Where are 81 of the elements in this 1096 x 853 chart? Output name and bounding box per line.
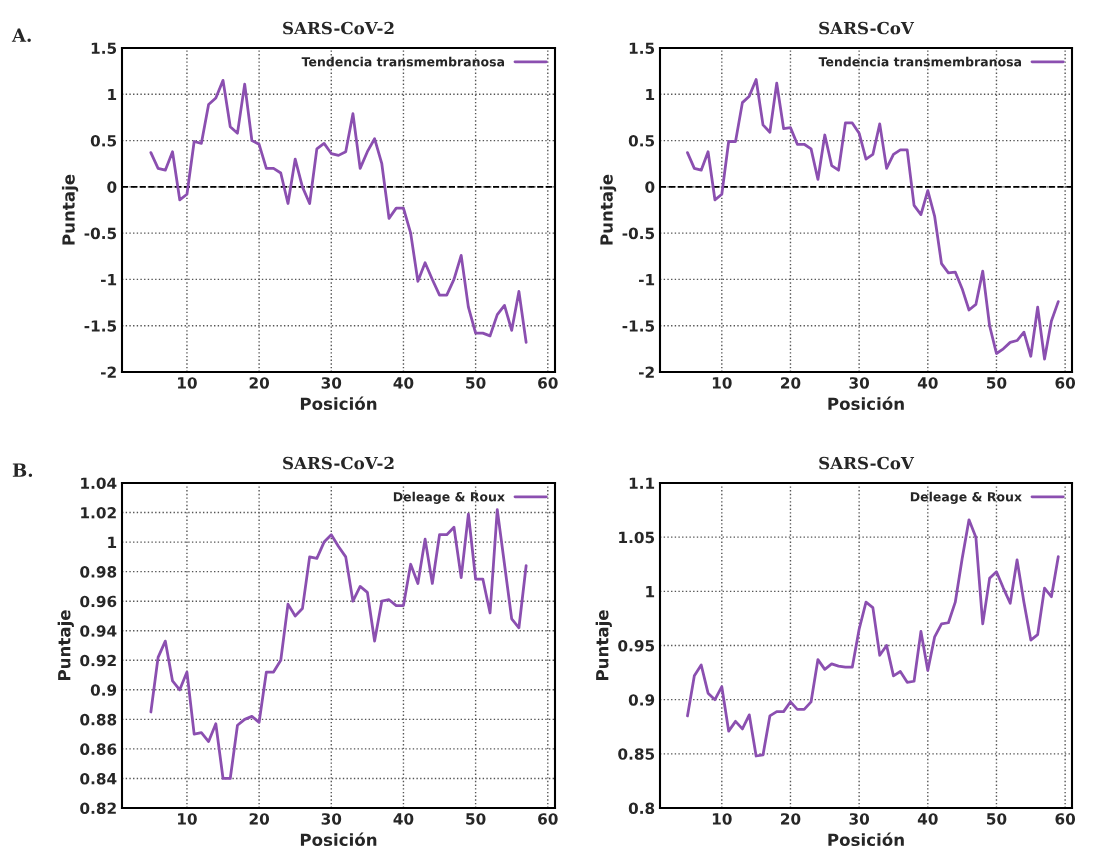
- y-tick-label: 1.5: [91, 42, 117, 55]
- text: A.: [11, 28, 31, 42]
- y-tick-label: 0.5: [90, 135, 117, 147]
- y-tick-label: 1.02: [81, 507, 116, 519]
- x-tick-label: 20: [781, 377, 801, 389]
- x-tick-label: 40: [393, 813, 414, 825]
- y-tick-label: -2: [639, 366, 654, 378]
- y-tick-label: 0.82: [80, 802, 116, 815]
- y-tick-label: -0.5: [622, 227, 655, 240]
- x-tick-label: 50: [987, 813, 1007, 825]
- x-tick-label: 60: [1055, 813, 1076, 825]
- legend-label: Deleage & Roux: [910, 491, 1022, 504]
- y-axis-title: Puntaje: [599, 174, 617, 245]
- y-axis-title: Puntaje: [61, 174, 79, 245]
- x-tick-label: 40: [917, 377, 938, 389]
- x-tick-label: 10: [178, 377, 197, 389]
- legend-label: Deleage & Roux: [393, 491, 505, 504]
- y-tick-label: -0.5: [84, 227, 117, 240]
- legend-label: Tendencia transmembranosa: [301, 56, 505, 67]
- x-tick-label: 30: [849, 377, 870, 389]
- chart-title: SARS-CoV: [819, 21, 915, 35]
- y-tick-label: 0.94: [80, 625, 117, 637]
- y-tick-label: 0.96: [80, 595, 117, 608]
- y-tick-label: -1.5: [622, 320, 655, 332]
- y-tick-label: 0: [107, 181, 117, 193]
- y-tick-label: 0.9: [628, 694, 655, 706]
- x-tick-label: 30: [849, 813, 870, 825]
- x-tick-label: 20: [249, 813, 270, 825]
- y-tick-label: 1: [108, 536, 117, 548]
- x-tick-label: 30: [321, 377, 342, 389]
- y-tick-label: 1: [646, 88, 655, 101]
- x-axis-title: Posición: [300, 832, 377, 847]
- y-tick-label: 1.1: [629, 477, 655, 489]
- line-series: [149, 79, 528, 344]
- x-tick-label: 60: [1055, 377, 1076, 389]
- y-tick-label: 0.95: [618, 639, 655, 652]
- legend-label: Tendencia transmembranosa: [818, 56, 1022, 67]
- x-tick-label: 10: [712, 377, 732, 389]
- y-tick-label: 0.9: [90, 684, 117, 696]
- x-tick-label: 10: [712, 813, 732, 825]
- y-tick-label: -1.5: [84, 320, 117, 332]
- x-axis-title: Posición: [828, 396, 904, 411]
- y-tick-label: 0: [645, 181, 655, 193]
- x-tick-label: 30: [321, 813, 342, 825]
- text: B.: [12, 463, 33, 477]
- x-tick-label: 20: [249, 377, 270, 389]
- x-tick-label: 40: [393, 377, 414, 389]
- x-tick-label: 50: [987, 377, 1007, 389]
- y-axis-title: Puntaje: [595, 610, 612, 681]
- chart-title: SARS-CoV-2: [283, 21, 394, 35]
- y-axis-title: Puntaje: [57, 610, 74, 681]
- y-tick-label: -1: [101, 274, 117, 286]
- y-tick-label: 0.5: [628, 135, 655, 147]
- x-tick-label: 60: [538, 377, 558, 389]
- y-tick-label: 0.8: [628, 802, 655, 815]
- x-tick-label: 50: [466, 377, 486, 389]
- y-tick-label: 0.88: [80, 713, 117, 726]
- line-series: [686, 78, 1060, 361]
- y-tick-label: 1: [646, 586, 655, 598]
- y-tick-label: 1.04: [81, 477, 117, 490]
- y-tick-label: 0.84: [80, 772, 117, 785]
- x-tick-label: 20: [781, 813, 801, 825]
- line-series: [686, 518, 1060, 758]
- y-tick-label: 1: [108, 88, 117, 101]
- chart-title: SARS-CoV: [819, 456, 915, 470]
- x-tick-label: 60: [538, 813, 558, 825]
- y-tick-label: 1.05: [619, 531, 655, 544]
- x-tick-label: 10: [178, 813, 197, 825]
- y-tick-label: 0.92: [80, 654, 116, 667]
- y-tick-label: -2: [101, 366, 116, 378]
- y-tick-label: 0.85: [618, 748, 655, 760]
- x-axis-title: Posición: [300, 396, 377, 411]
- y-tick-label: 0.86: [80, 743, 117, 755]
- x-axis-title: Posición: [828, 832, 904, 847]
- y-tick-label: 0.98: [80, 566, 117, 578]
- y-tick-label: -1: [639, 274, 655, 286]
- x-tick-label: 40: [917, 813, 938, 825]
- line-series: [149, 508, 528, 780]
- chart-title: SARS-CoV-2: [283, 456, 394, 470]
- x-tick-label: 50: [466, 813, 486, 825]
- y-tick-label: 1.5: [629, 42, 655, 55]
